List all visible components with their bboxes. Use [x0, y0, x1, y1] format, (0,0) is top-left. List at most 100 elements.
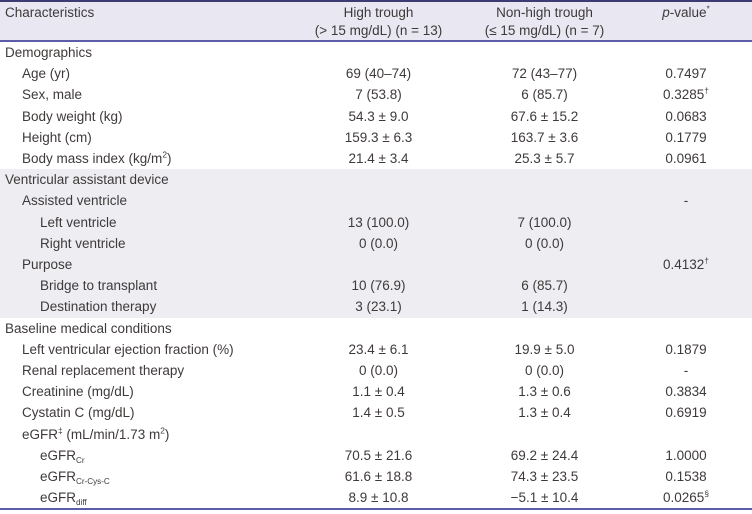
row-label: Body mass index (kg/m2) — [22, 149, 172, 167]
value-high-trough: 159.3 ± 6.3 — [344, 129, 413, 145]
value-non-high-trough: 69.2 ± 24.4 — [510, 447, 579, 463]
value-p: - — [683, 363, 689, 379]
value-p: - — [683, 193, 689, 209]
value-p — [632, 41, 752, 63]
row-label: Purpose — [22, 257, 73, 273]
value-high-trough: 21.4 ± 3.4 — [348, 151, 409, 167]
table-row: Purpose 0.4132† — [0, 254, 752, 276]
table-row: Left ventricle 13 (100.0) 7 (100.0) — [0, 211, 752, 233]
table-row: Body weight (kg) 54.3 ± 9.0 67.6 ± 15.2 0.0… — [0, 106, 752, 127]
row-label: Height (cm) — [22, 129, 92, 145]
value-p: 0.4132† — [663, 255, 709, 273]
value-non-high-trough: 1 (14.3) — [521, 299, 568, 315]
table-row: Age (yr) 69 (40–74) 72 (43–77) 0.7497 — [0, 63, 752, 84]
column-header-non-high-trough-line2: (≤ 15 mg/dL) (n = 7) — [484, 23, 605, 38]
value-non-high-trough: 0 (0.0) — [524, 235, 565, 251]
value-non-high-trough: 6 (85.7) — [521, 87, 568, 103]
value-p — [632, 233, 752, 254]
value-high-trough: 3 (23.1) — [355, 299, 402, 315]
value-p: 0.1879 — [665, 341, 707, 357]
column-header-high-trough-line2: (> 15 mg/dL) (n = 13) — [314, 23, 443, 38]
row-label: Left ventricle — [40, 214, 117, 230]
value-p: 1.0000 — [665, 447, 707, 463]
table-row: Height (cm) 159.3 ± 6.3 163.7 ± 3.6 0.1779 — [0, 127, 752, 148]
value-high-trough — [300, 41, 457, 63]
table-row: Cystatin C (mg/dL) 1.4 ± 0.5 1.3 ± 0.4 0.69… — [0, 402, 752, 423]
value-high-trough — [300, 424, 457, 445]
value-p: 0.6919 — [665, 405, 707, 421]
table-row: eGFR‡ (mL/min/1.73 m2) — [0, 424, 752, 445]
row-label: Creatinine (mg/dL) — [22, 384, 134, 400]
table-row: Left ventricular ejection fraction (%) 23… — [0, 339, 752, 360]
value-high-trough: 23.4 ± 6.1 — [348, 341, 409, 357]
value-non-high-trough: 163.7 ± 3.6 — [510, 129, 579, 145]
value-non-high-trough — [457, 169, 632, 190]
value-p — [632, 318, 752, 339]
row-label: Cystatin C (mg/dL) — [22, 405, 135, 421]
value-p: 0.7497 — [665, 66, 707, 82]
row-label: eGFR‡ (mL/min/1.73 m2) — [22, 425, 170, 442]
header-row: Characteristics High trough (> 15 mg/dL)… — [0, 1, 752, 42]
value-high-trough: 70.5 ± 21.6 — [344, 447, 413, 463]
value-non-high-trough: 72 (43–77) — [511, 66, 578, 82]
value-non-high-trough — [457, 190, 632, 211]
row-label: eGFRdiff — [40, 490, 87, 508]
value-p — [632, 212, 752, 233]
value-p: 0.0683 — [665, 108, 707, 124]
value-non-high-trough: 19.9 ± 5.0 — [514, 341, 575, 357]
value-non-high-trough: 7 (100.0) — [517, 214, 572, 230]
value-non-high-trough: 0 (0.0) — [524, 363, 565, 379]
column-header-p-value: p-value* — [632, 1, 752, 42]
value-non-high-trough: 74.3 ± 23.5 — [510, 469, 579, 485]
table-row: eGFRdiff 8.9 ± 10.8 −5.1 ± 10.4 0.0265§ — [0, 487, 752, 509]
value-non-high-trough — [457, 424, 632, 445]
value-non-high-trough — [457, 41, 632, 63]
table-row: Assisted ventricle - — [0, 190, 752, 212]
row-label: eGFRCr-Cys-C — [40, 469, 110, 486]
value-p — [632, 424, 752, 445]
value-non-high-trough — [457, 254, 632, 275]
value-non-high-trough: 1.3 ± 0.6 — [518, 384, 571, 400]
row-label: Baseline medical conditions — [5, 320, 172, 336]
table-row: eGFRCr-Cys-C 61.6 ± 18.8 74.3 ± 23.5 0.1538 — [0, 466, 752, 487]
row-label: Ventricular assistant device — [5, 172, 169, 188]
column-header-non-high-trough: Non-high trough (≤ 15 mg/dL) (n = 7) — [457, 1, 632, 42]
value-p: 0.3285† — [663, 85, 709, 103]
table-row: Sex, male 7 (53.8) 6 (85.7) 0.3285† — [0, 84, 752, 105]
value-non-high-trough: 1.3 ± 0.4 — [518, 405, 571, 421]
value-p — [632, 296, 752, 317]
value-high-trough — [300, 169, 457, 190]
value-high-trough — [300, 318, 457, 339]
value-p — [632, 275, 752, 296]
value-p: 0.3834 — [665, 384, 707, 400]
value-p: 0.0961 — [665, 151, 707, 167]
table-row: Renal replacement therapy 0 (0.0) 0 (0.0) - — [0, 360, 752, 381]
value-high-trough: 1.1 ± 0.4 — [352, 384, 405, 400]
value-non-high-trough: 67.6 ± 15.2 — [510, 108, 579, 124]
value-high-trough: 0 (0.0) — [358, 363, 399, 379]
table-row: Demographics — [0, 41, 752, 63]
row-label: eGFRCr — [40, 447, 85, 465]
value-p: 0.0265§ — [663, 488, 709, 506]
row-label: Sex, male — [22, 87, 83, 103]
value-high-trough: 8.9 ± 10.8 — [348, 490, 409, 506]
value-high-trough: 61.6 ± 18.8 — [344, 469, 413, 485]
row-label: Renal replacement therapy — [22, 363, 185, 379]
row-label: Destination therapy — [40, 299, 157, 315]
table-row: Ventricular assistant device — [0, 169, 752, 191]
value-high-trough: 69 (40–74) — [345, 66, 412, 82]
value-p: 0.1779 — [665, 129, 707, 145]
table-row: Body mass index (kg/m2) 21.4 ± 3.4 25.3 ± … — [0, 148, 752, 169]
value-non-high-trough: 25.3 ± 5.7 — [514, 151, 575, 167]
row-label: Right ventricle — [40, 235, 126, 251]
value-high-trough: 13 (100.0) — [347, 214, 410, 230]
value-p: 0.1538 — [665, 469, 707, 485]
table-row: Destination therapy 3 (23.1) 1 (14.3) — [0, 296, 752, 318]
table-body: Demographics Age (yr) 69 (40–74) 72 (43–77)… — [0, 41, 752, 509]
value-high-trough: 0 (0.0) — [358, 235, 399, 251]
table-row: Right ventricle 0 (0.0) 0 (0.0) — [0, 232, 752, 255]
value-high-trough: 54.3 ± 9.0 — [348, 108, 409, 124]
value-non-high-trough: 6 (85.7) — [521, 278, 568, 294]
